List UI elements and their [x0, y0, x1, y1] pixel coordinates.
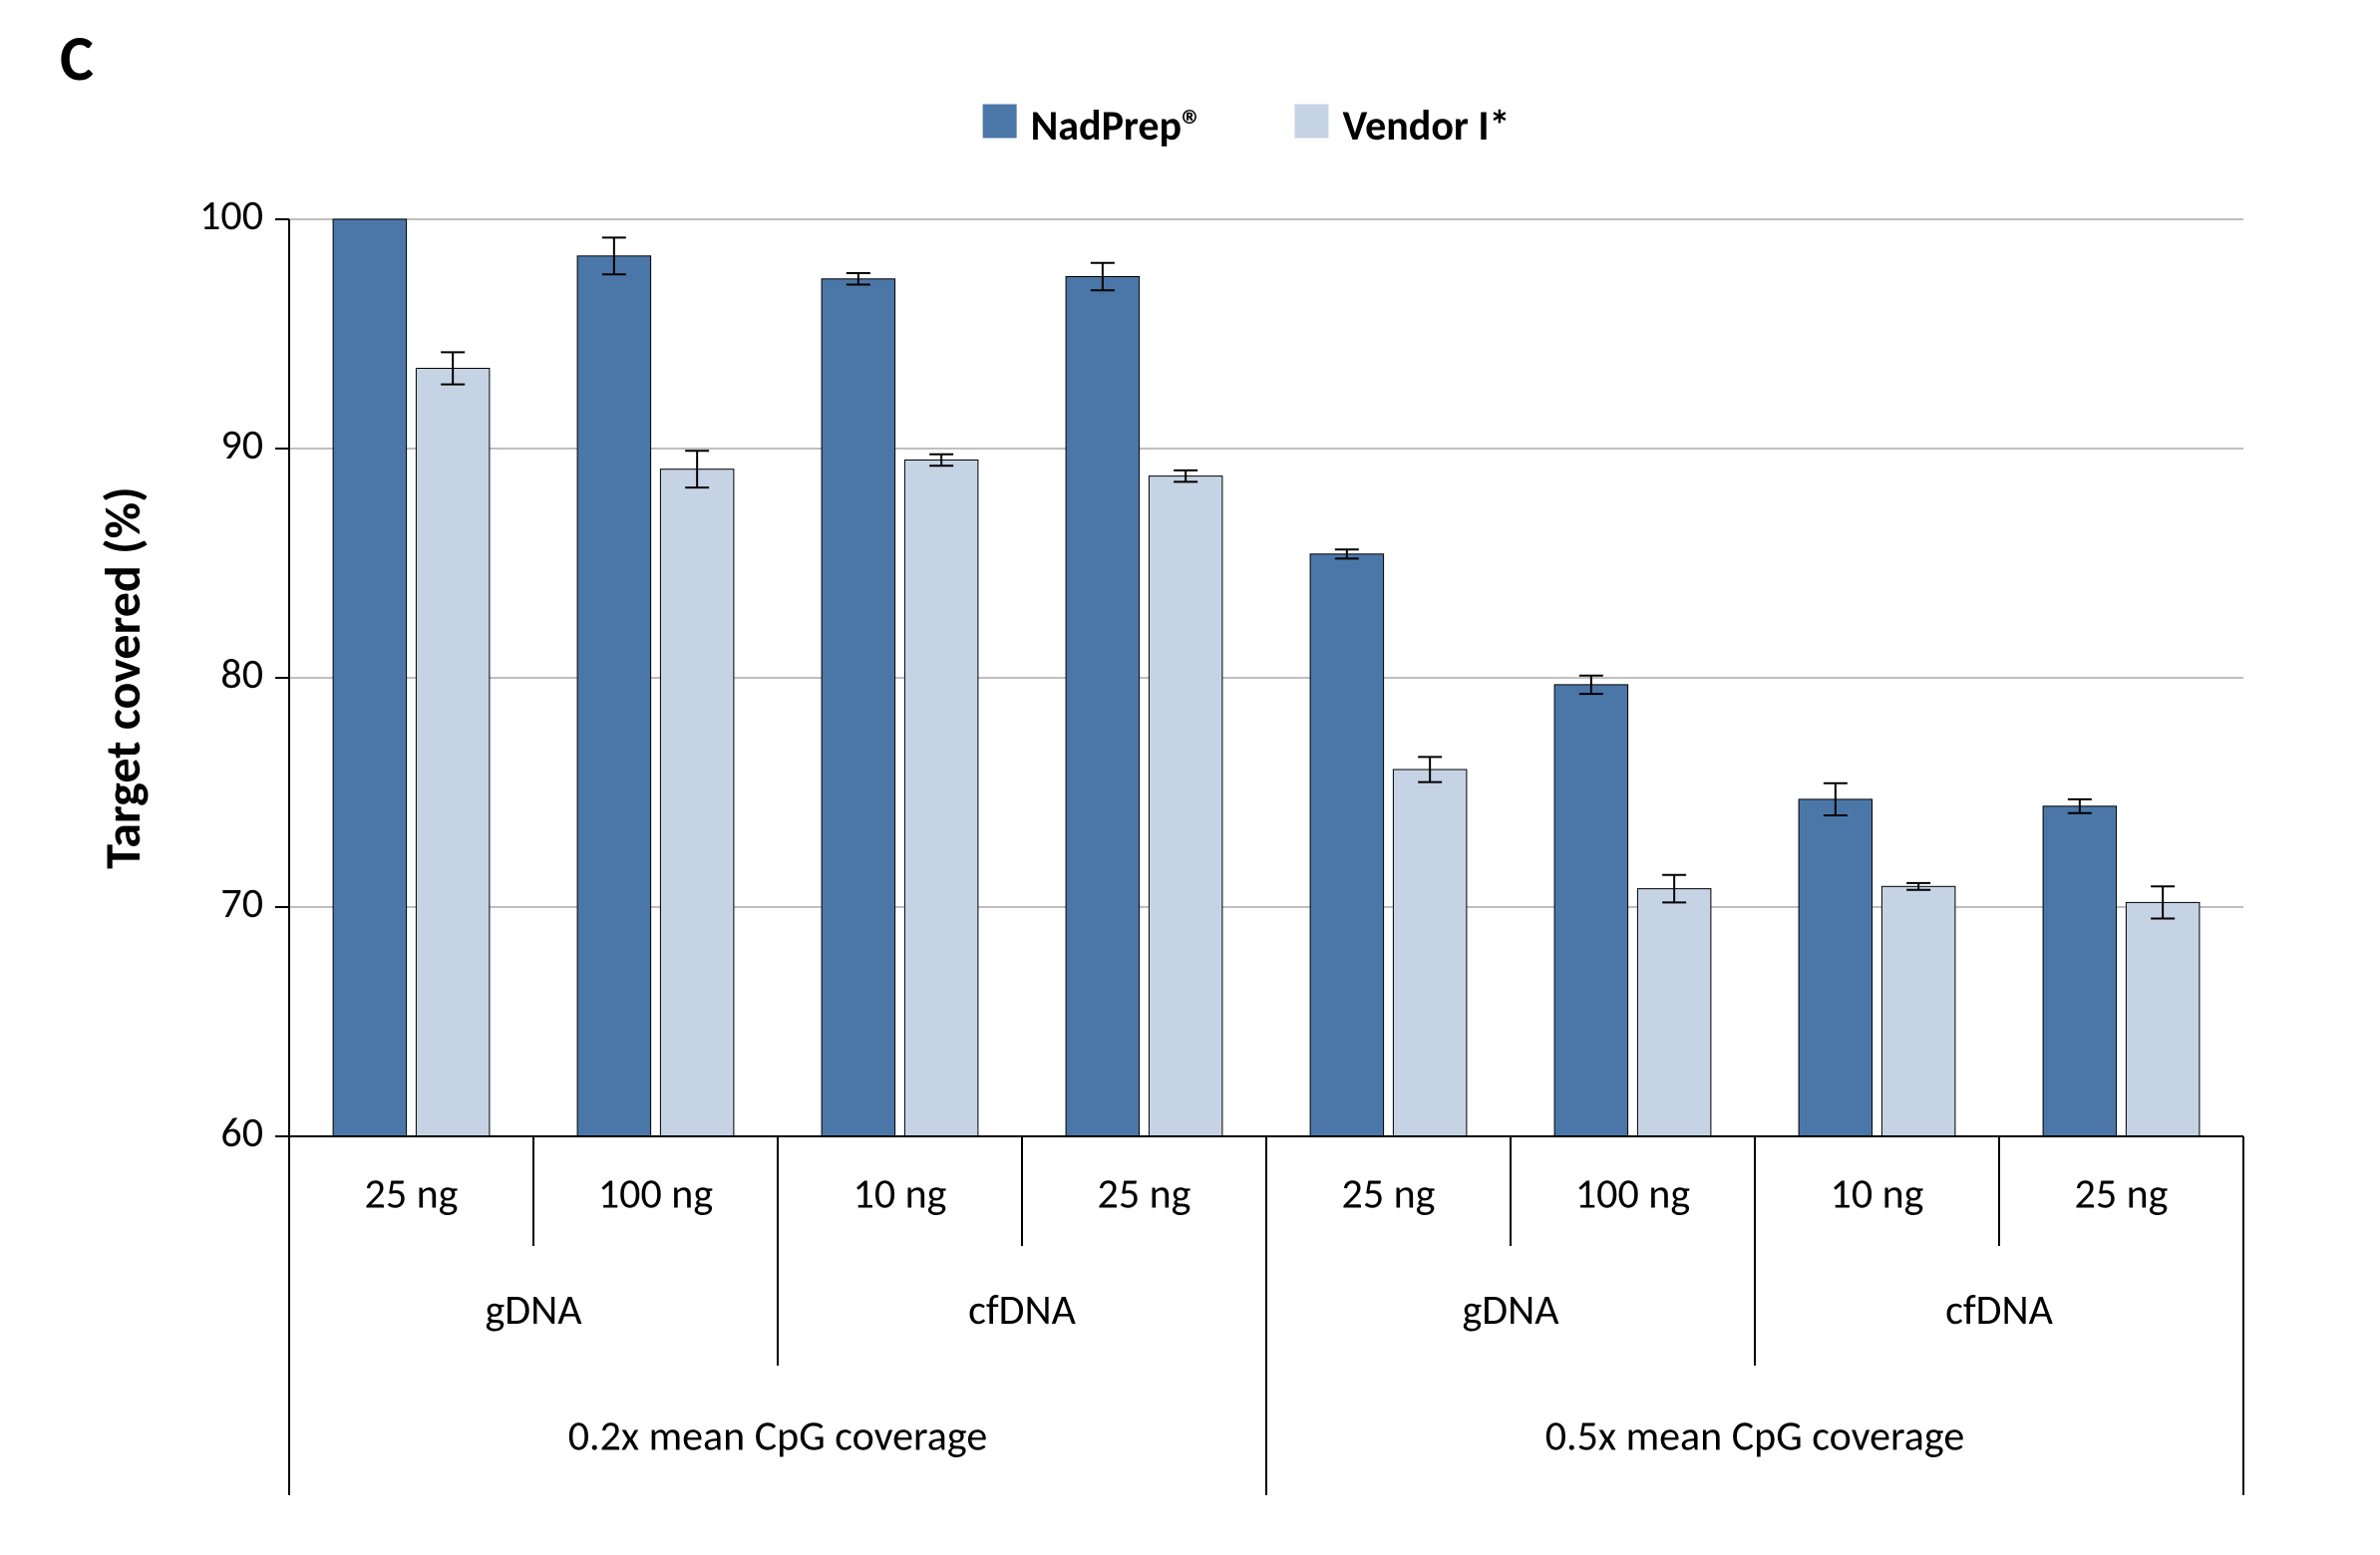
bar-nadprep-6 [1799, 799, 1872, 1136]
xlabel-l1: 10 ng [853, 1169, 947, 1220]
ytick-label: 80 [220, 649, 263, 700]
xlabel-l1: 10 ng [1831, 1169, 1924, 1220]
bar-nadprep-2 [822, 279, 895, 1136]
xlabel-l1: 25 ng [365, 1169, 459, 1220]
bar-vendor-0 [416, 369, 490, 1137]
bar-nadprep-3 [1066, 277, 1140, 1137]
xlabel-l1: 25 ng [2075, 1169, 2169, 1220]
bar-nadprep-1 [577, 256, 651, 1136]
bar-vendor-7 [2126, 902, 2200, 1136]
xlabel-l2: cfDNA [1945, 1285, 2054, 1336]
bar-vendor-6 [1881, 886, 1955, 1136]
legend-swatch-1 [1294, 105, 1328, 139]
bar-chart: 60 70 80 90 100 Target covered (%) 25 ng 100 ng… [0, 0, 2380, 1555]
xlabel-l2: gDNA [1462, 1285, 1559, 1336]
xlabel-l2: cfDNA [968, 1285, 1077, 1336]
xlabel-l1: 25 ng [1098, 1169, 1191, 1220]
ytick-label: 90 [220, 420, 263, 470]
xlabel-l1: 100 ng [598, 1169, 713, 1220]
legend-swatch-0 [983, 105, 1017, 139]
bar-vendor-2 [904, 461, 978, 1137]
bar-vendor-4 [1393, 770, 1467, 1136]
xlabel-l2: gDNA [485, 1285, 582, 1336]
bar-vendor-1 [660, 469, 734, 1136]
bar-nadprep-0 [333, 219, 407, 1136]
xlabel-l1: 100 ng [1575, 1169, 1690, 1220]
bar-nadprep-4 [1310, 554, 1384, 1136]
legend-label-1: Vendor I* [1342, 101, 1510, 152]
xlabel-l3: 0.2x mean CpG coverage [568, 1411, 988, 1462]
y-axis-label: Target covered (%) [93, 486, 154, 868]
ytick-label: 60 [220, 1107, 263, 1158]
panel-letter: C [60, 20, 94, 98]
ytick-label: 100 [199, 190, 263, 241]
xlabel-l1: 25 ng [1342, 1169, 1436, 1220]
bar-vendor-5 [1637, 889, 1711, 1136]
bar-nadprep-7 [2043, 806, 2117, 1136]
bar-nadprep-5 [1554, 685, 1628, 1136]
xlabel-l3: 0.5x mean CpG coverage [1545, 1411, 1965, 1462]
ytick-label: 70 [220, 878, 263, 929]
bar-vendor-3 [1149, 476, 1222, 1136]
legend-label-0: NadPrep® [1031, 101, 1203, 152]
